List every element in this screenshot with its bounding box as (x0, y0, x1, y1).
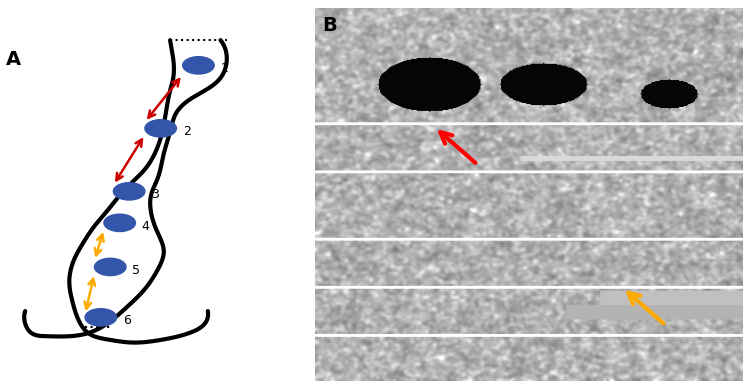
Text: 3: 3 (152, 188, 159, 201)
Ellipse shape (104, 214, 136, 231)
Text: 5: 5 (132, 264, 140, 277)
Ellipse shape (113, 183, 145, 200)
Text: B: B (322, 16, 338, 35)
Text: 4: 4 (142, 219, 149, 233)
Ellipse shape (94, 258, 126, 276)
Text: 1: 1 (220, 62, 228, 75)
Ellipse shape (145, 120, 176, 137)
Text: A: A (6, 50, 22, 68)
Ellipse shape (183, 57, 214, 74)
Text: 2: 2 (183, 125, 190, 138)
Text: 6: 6 (123, 314, 130, 327)
Ellipse shape (85, 309, 116, 326)
